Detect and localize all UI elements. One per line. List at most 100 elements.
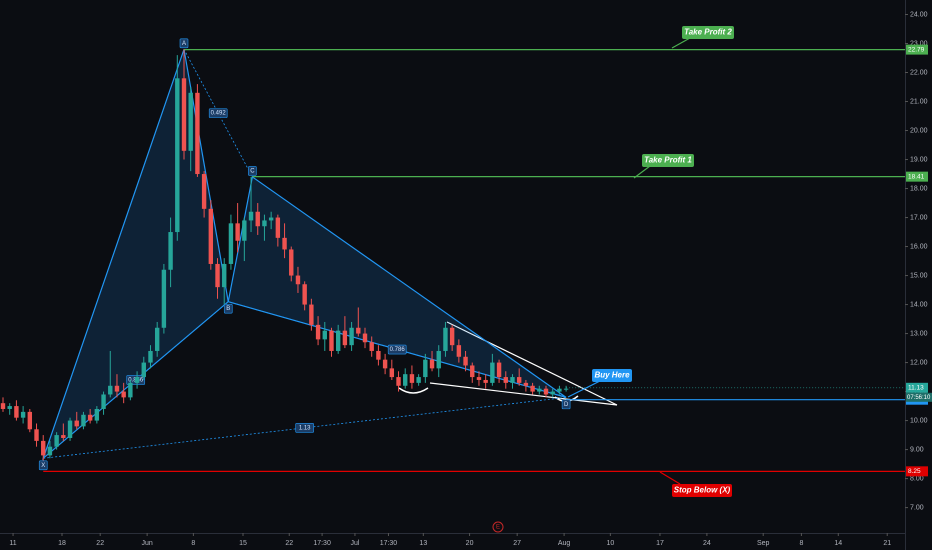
candle-body <box>322 330 327 340</box>
y-tick-label: 17.00 <box>910 214 928 221</box>
point-box <box>38 460 48 471</box>
candle-body <box>275 217 281 238</box>
ratio-box <box>295 423 314 433</box>
candle-body <box>490 362 495 383</box>
x-tick-label: Jun <box>141 540 152 547</box>
candle-body <box>208 208 214 264</box>
x-tick-label: 17:30 <box>380 540 398 547</box>
trendline-lower <box>429 382 618 406</box>
callout-text: Take Profit 1 <box>644 156 692 165</box>
x-tick-label: 22 <box>96 540 104 547</box>
x-tick-label: Sep <box>757 540 770 547</box>
x-tick-label: 8 <box>191 540 195 547</box>
candle-body <box>61 435 66 438</box>
candle-body <box>242 220 247 241</box>
ratio-label: 1.13 <box>299 425 311 431</box>
callout-box <box>682 26 734 39</box>
candle-body <box>409 374 415 383</box>
countdown-label: 07:56:10 <box>907 395 931 401</box>
y-tick-label: 14.00 <box>910 301 928 308</box>
candle-body <box>342 330 348 346</box>
candle-body <box>188 92 193 151</box>
candle-body <box>436 350 441 369</box>
price-tag-label: 22.79 <box>908 46 925 53</box>
candle-body <box>47 446 53 456</box>
x-tick-label: 11 <box>9 540 16 547</box>
x-tick-label: 17:30 <box>313 540 331 547</box>
trendline-upper <box>446 321 618 406</box>
callout-pointer <box>671 37 691 49</box>
callout-pointer <box>633 165 651 179</box>
countdown-tag <box>906 392 932 402</box>
x-tick-label: Aug <box>558 540 571 547</box>
callout-pointer <box>567 380 601 398</box>
price-tag-label: 18.41 <box>908 173 925 180</box>
candle-body <box>476 377 482 380</box>
point-label: A <box>182 41 186 47</box>
y-tick-label: 20.00 <box>910 127 928 134</box>
candle-body <box>235 223 240 241</box>
candle-body <box>376 350 381 360</box>
x-tick-label: 18 <box>58 540 66 547</box>
candle-body <box>429 359 435 369</box>
candle-body <box>496 362 502 378</box>
point-label: B <box>226 306 230 312</box>
ratio-label: 0.786 <box>390 347 406 353</box>
x-tick-label: 13 <box>419 540 427 547</box>
candle-body <box>101 394 106 409</box>
callout-text: Stop Below (X) <box>674 486 731 495</box>
callout: Take Profit 2 <box>671 26 734 49</box>
ratio-label: 0.492 <box>211 111 227 117</box>
candle-body <box>543 388 549 395</box>
candle-body <box>181 78 187 151</box>
candle-body <box>195 92 200 175</box>
candle-body <box>289 249 294 276</box>
price-tag <box>906 44 928 55</box>
candle-body <box>148 350 153 363</box>
candle-body <box>27 411 33 430</box>
x-tick-label: 24 <box>703 540 711 547</box>
x-tick-label: 15 <box>239 540 247 547</box>
callout-box <box>672 484 732 497</box>
candle-body <box>396 377 401 386</box>
earnings-icon <box>492 521 504 533</box>
candle-body <box>268 217 274 221</box>
candle-body <box>0 403 6 409</box>
candle-body <box>382 359 388 369</box>
callout-text: Take Profit 2 <box>684 28 732 37</box>
y-tick-label: 16.00 <box>910 243 928 250</box>
callout-box <box>642 154 694 167</box>
x-tick-label: 27 <box>513 540 521 547</box>
x-tick-label: 22 <box>285 540 293 547</box>
candle-body <box>134 377 140 383</box>
candle-body <box>54 435 59 447</box>
candle-body <box>302 284 307 305</box>
candle-body <box>369 342 374 351</box>
candle-body <box>315 324 321 340</box>
candle-body <box>67 420 73 438</box>
candle-body <box>349 327 354 346</box>
x-tick-label: 10 <box>606 540 614 547</box>
candle-body <box>443 327 448 351</box>
candle-body <box>168 232 173 270</box>
candle-body <box>557 388 562 392</box>
point-box <box>248 166 257 176</box>
candle-body <box>537 388 542 392</box>
point-label: C <box>250 169 255 175</box>
callout: Take Profit 1 <box>633 154 694 179</box>
candle-body <box>416 377 421 383</box>
last-price-label: 11.13 <box>908 385 924 392</box>
point-label: X <box>41 463 45 469</box>
candle-body <box>175 78 180 233</box>
arc-mark <box>398 387 429 394</box>
point-box <box>223 303 233 314</box>
candle-body <box>356 327 361 334</box>
candle-body <box>449 327 455 346</box>
y-tick-label: 23.00 <box>910 40 928 47</box>
candle-body <box>20 411 26 418</box>
x-tick-label: 21 <box>883 540 891 547</box>
x-tick-label: Jul <box>350 540 359 547</box>
callout-box <box>592 369 632 382</box>
